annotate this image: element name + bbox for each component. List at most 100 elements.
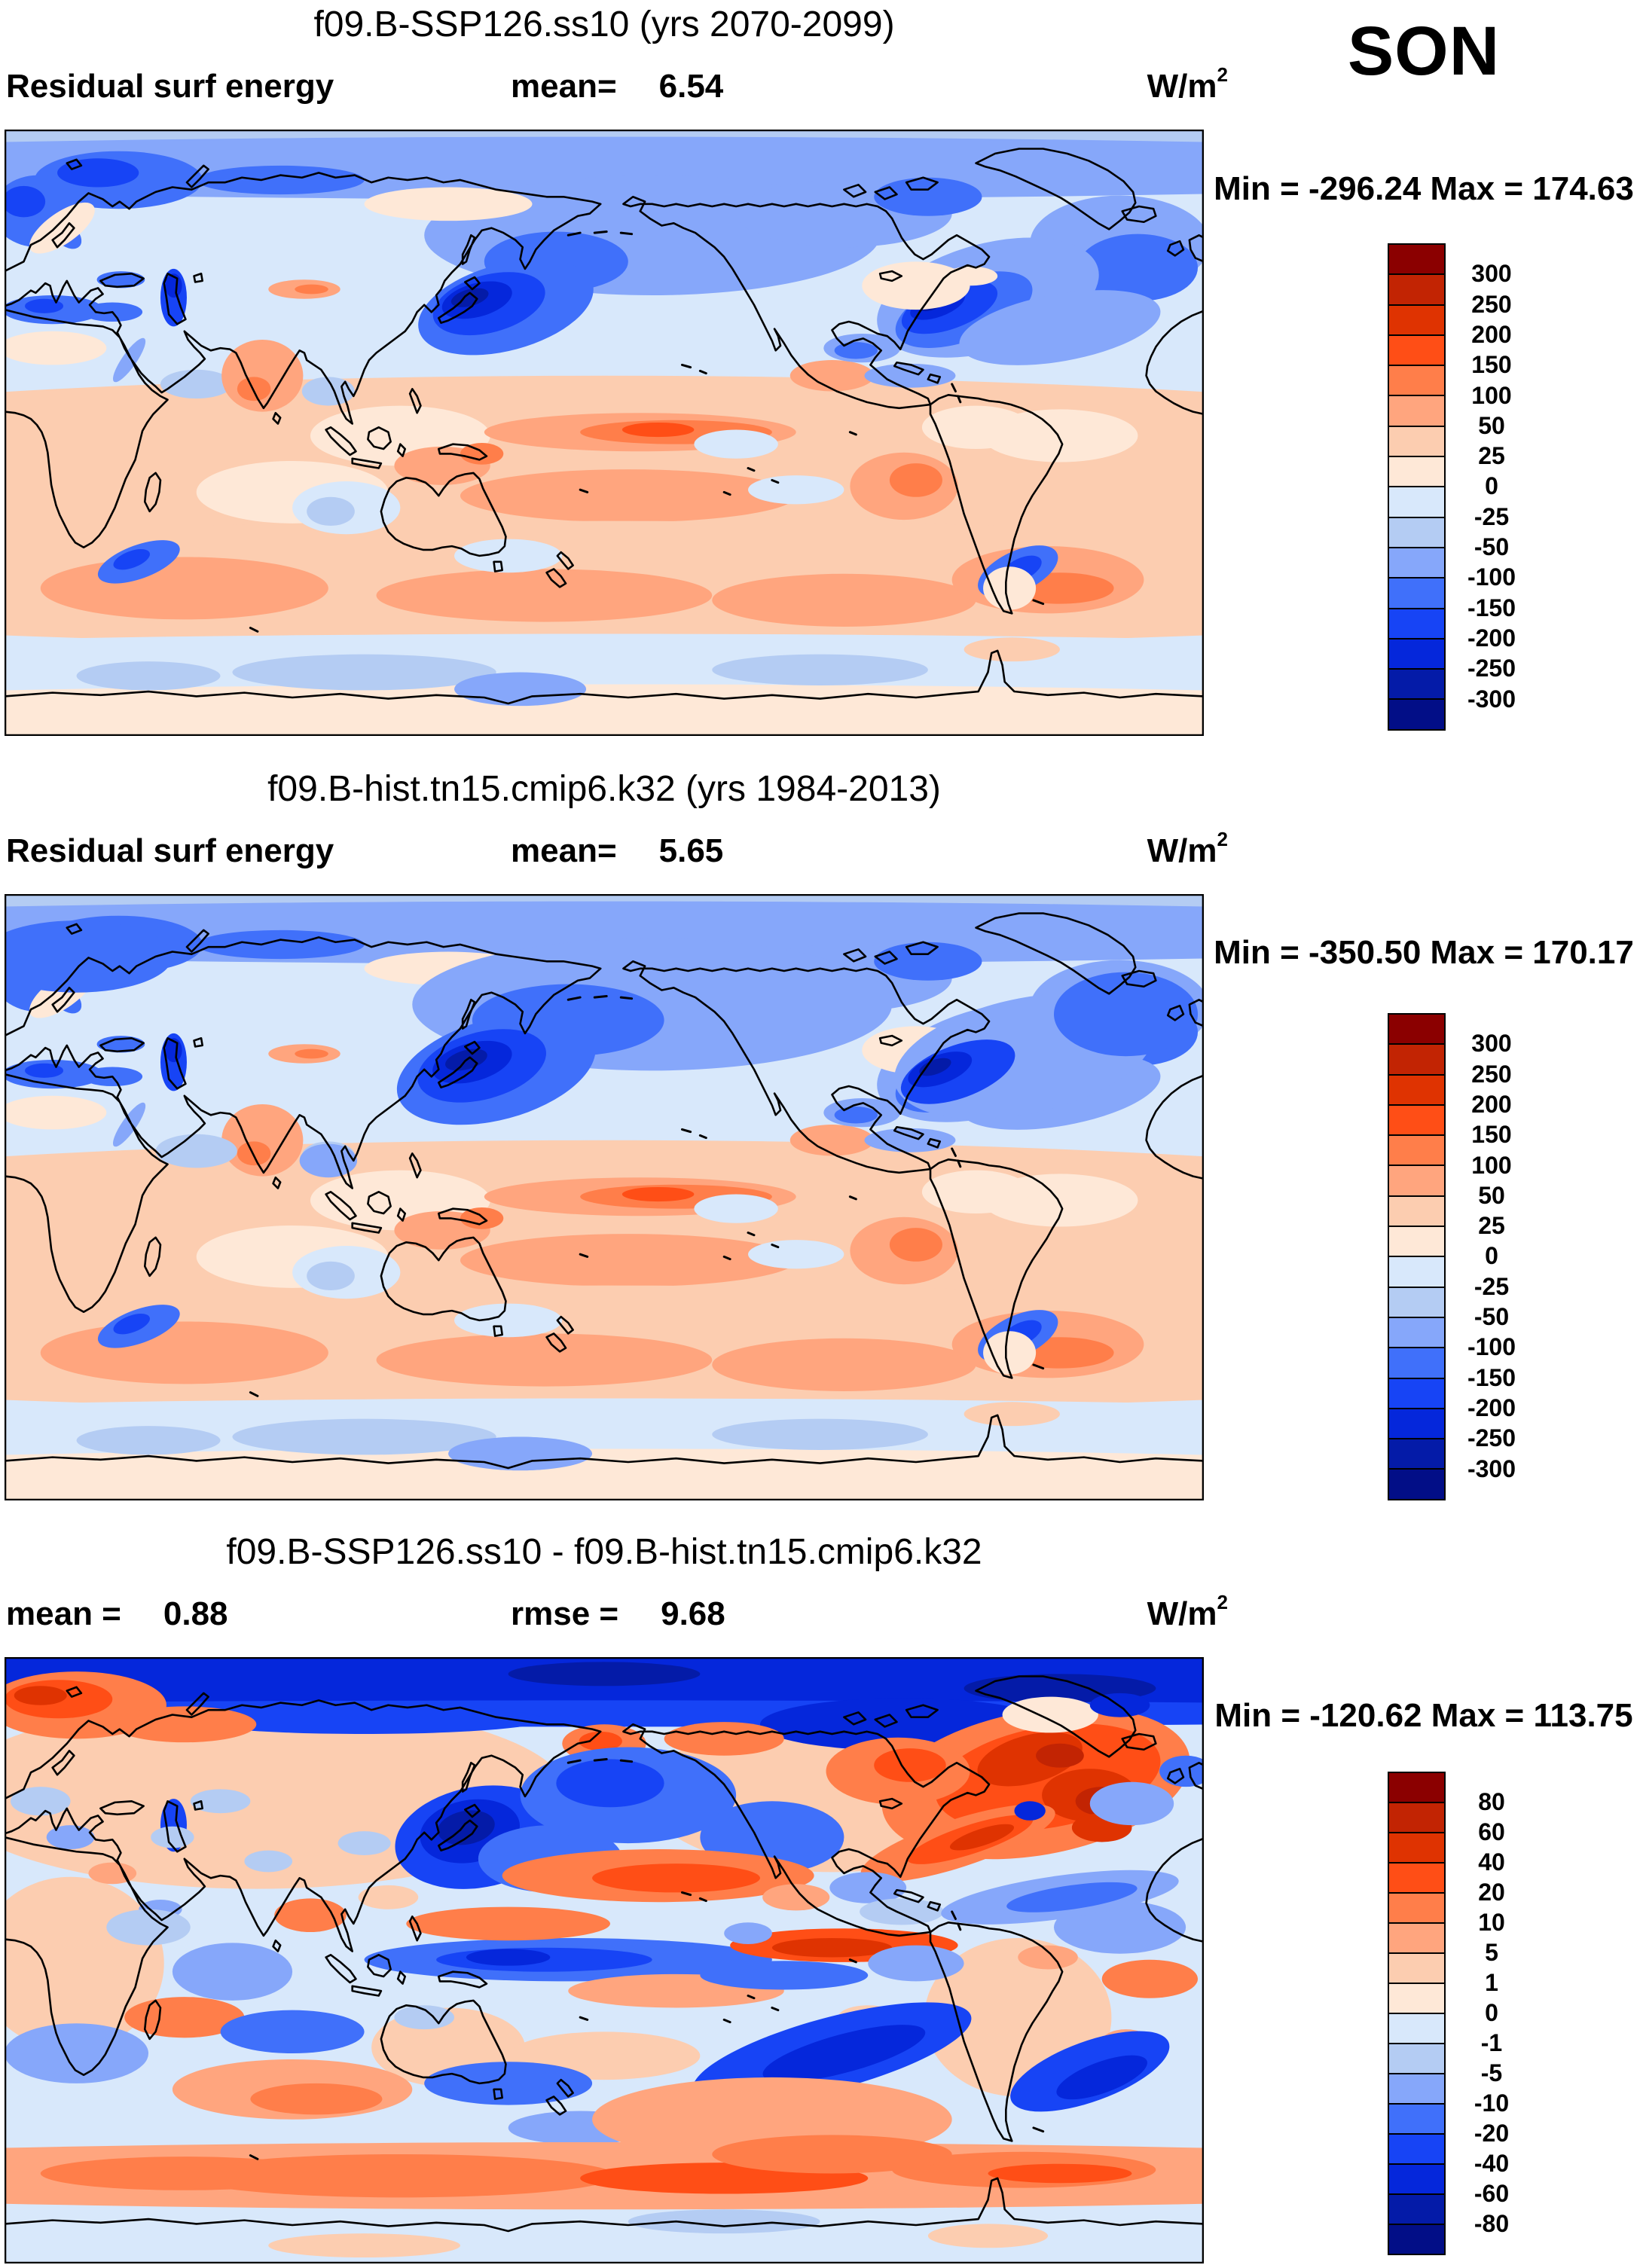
panel-3-title: f09.B-SSP126.ss10 - f09.B-hist.tn15.cmip… (226, 1532, 982, 1572)
panel-3-colorbar-swatch-4 (1388, 1862, 1446, 1894)
panel-2-colorbar-tick-13: -200 (1467, 1393, 1516, 1421)
panel-1-title: f09.B-SSP126.ss10 (yrs 2070-2099) (313, 5, 895, 44)
panel-3-colorbar-swatch-8 (1388, 1983, 1446, 2014)
coastline-path (5, 149, 1204, 736)
panel-3-map (5, 1657, 1204, 2263)
panel-2-stat-1-value: 5.65 (658, 832, 724, 869)
panel-3-colorbar-swatch-11 (1388, 2073, 1446, 2105)
panel-3-colorbar-tick-2: 60 (1478, 1818, 1505, 1845)
panel-3-colorbar-swatch-6 (1388, 1922, 1446, 1954)
panel-1-colorbar-swatch-7 (1388, 425, 1446, 458)
small-islands-path (250, 1759, 1043, 2159)
panel-1-colorbar-tick-2: 250 (1471, 290, 1512, 318)
panel-1-colorbar-tick-1: 300 (1471, 260, 1512, 288)
panel-2-units-base: W/m (1147, 832, 1217, 869)
map-field-blobs (5, 130, 1204, 736)
panel-3-colorbar-swatch-10 (1388, 2043, 1446, 2074)
panel-1-colorbar-tick-13: -200 (1467, 624, 1516, 652)
panel-1-map (5, 130, 1204, 736)
panel-3-colorbar-tick-7: 1 (1485, 1969, 1498, 1996)
panel-3-stat-2-value: 9.68 (661, 1595, 725, 1632)
panel-2-colorbar-swatch-10 (1388, 1286, 1446, 1318)
panel-2-colorbar (1388, 1013, 1446, 1500)
panel-3-colorbar-tick-8: 0 (1485, 1999, 1498, 2026)
panel-1-colorbar-tick-11: -100 (1467, 563, 1516, 591)
panel-3-colorbar-swatch-12 (1388, 2103, 1446, 2135)
map-border (5, 130, 1203, 735)
panel-3-colorbar-tick-14: -60 (1474, 2180, 1510, 2207)
panel-1-colorbar-tick-9: -25 (1474, 502, 1510, 530)
panel-2-colorbar-swatch-13 (1388, 1377, 1446, 1409)
panel-1-colorbar-tick-4: 150 (1471, 351, 1512, 379)
panel-1-colorbar-swatch-1 (1388, 243, 1446, 276)
panel-3-units: W/m2 (1002, 1592, 1228, 1632)
panel-2-variable-label: Residual surf energy (6, 832, 334, 869)
panel-1-colorbar-tick-10: -50 (1474, 533, 1510, 560)
panel-1-colorbar-swatch-16 (1388, 698, 1446, 731)
small-islands-path (250, 996, 1043, 1396)
panel-2-colorbar-tick-14: -250 (1467, 1424, 1516, 1452)
panel-1-colorbar-swatch-13 (1388, 607, 1446, 639)
map-field-blobs (5, 1657, 1204, 2263)
panel-2-colorbar-tick-15: -300 (1467, 1455, 1516, 1482)
panel-2-colorbar-swatch-15 (1388, 1438, 1446, 1470)
season-label: SON (1347, 13, 1501, 90)
panel-2-colorbar-swatch-9 (1388, 1256, 1446, 1288)
panel-3-colorbar-swatch-3 (1388, 1832, 1446, 1864)
panel-2-colorbar-swatch-7 (1388, 1195, 1446, 1228)
panel-1-colorbar-tick-15: -300 (1467, 685, 1516, 713)
panel-2-stat-1-label: mean= (511, 832, 617, 869)
panel-1-colorbar-swatch-11 (1388, 546, 1446, 579)
panel-1-colorbar-tick-7: 25 (1478, 442, 1505, 470)
panel-3-stat-2-label: rmse = (511, 1595, 619, 1632)
panel-3-colorbar-swatch-15 (1388, 2193, 1446, 2225)
panel-2-colorbar-tick-3: 200 (1471, 1090, 1512, 1118)
panel-3-colorbar-tick-5: 10 (1478, 1909, 1505, 1936)
panel-3-stat-1-label: mean = (6, 1595, 121, 1632)
panel-3-units-base: W/m (1147, 1595, 1217, 1632)
panel-2-units: W/m2 (1002, 829, 1228, 869)
panel-3-colorbar-swatch-16 (1388, 2224, 1446, 2255)
panel-1-minmax: Min = -296.24 Max = 174.63 (1214, 170, 1634, 207)
panel-1-stat-1: mean= 6.54 (511, 69, 723, 104)
panel-3-colorbar-swatch-13 (1388, 2133, 1446, 2165)
map-border (5, 1658, 1203, 2263)
panel-3-colorbar-swatch-14 (1388, 2163, 1446, 2195)
panel-3-colorbar-swatch-7 (1388, 1952, 1446, 1984)
panel-2-colorbar-swatch-16 (1388, 1468, 1446, 1500)
panel-3-units-exponent: 2 (1217, 1591, 1228, 1613)
panel-3-colorbar-swatch-9 (1388, 2013, 1446, 2044)
panel-2-colorbar-tick-10: -50 (1474, 1303, 1510, 1330)
panel-1-colorbar-tick-12: -150 (1467, 594, 1516, 621)
panel-3-colorbar-tick-13: -40 (1474, 2150, 1510, 2177)
panel-1-colorbar-swatch-4 (1388, 334, 1446, 367)
map-field-blobs (5, 894, 1204, 1500)
panel-1-stat-1-label: mean= (511, 68, 617, 105)
panel-3-colorbar-swatch-5 (1388, 1892, 1446, 1924)
panel-1-units-base: W/m (1147, 68, 1217, 105)
panel-1-colorbar-swatch-10 (1388, 516, 1446, 548)
panel-1-units: W/m2 (1002, 64, 1228, 105)
panel-2-title: f09.B-hist.tn15.cmip6.k32 (yrs 1984-2013… (267, 769, 941, 809)
panel-3-colorbar-swatch-1 (1388, 1772, 1446, 1803)
panel-1-units-exponent: 2 (1217, 63, 1228, 86)
panel-2-colorbar-tick-4: 150 (1471, 1121, 1512, 1149)
panel-2-stat-1: mean= 5.65 (511, 832, 724, 869)
panel-2-colorbar-swatch-4 (1388, 1103, 1446, 1137)
panel-2-colorbar-swatch-2 (1388, 1043, 1446, 1076)
panel-2-colorbar-tick-11: -100 (1467, 1333, 1516, 1361)
panel-2-colorbar-tick-8: 0 (1485, 1242, 1498, 1270)
coastline-path (5, 1677, 1204, 2263)
panel-3-minmax: Min = -120.62 Max = 113.75 (1214, 1697, 1633, 1734)
panel-1-colorbar-swatch-12 (1388, 577, 1446, 609)
panel-1-colorbar-swatch-14 (1388, 637, 1446, 670)
panel-3-colorbar (1388, 1772, 1446, 2255)
panel-2-colorbar-swatch-6 (1388, 1165, 1446, 1197)
panel-2-colorbar-tick-12: -150 (1467, 1363, 1516, 1391)
panel-3-colorbar-swatch-2 (1388, 1802, 1446, 1833)
panel-1-colorbar-swatch-15 (1388, 668, 1446, 701)
map-border (5, 895, 1203, 1500)
coastline-path (5, 914, 1204, 1500)
small-islands-path (250, 231, 1043, 631)
panel-2-map (5, 894, 1204, 1500)
